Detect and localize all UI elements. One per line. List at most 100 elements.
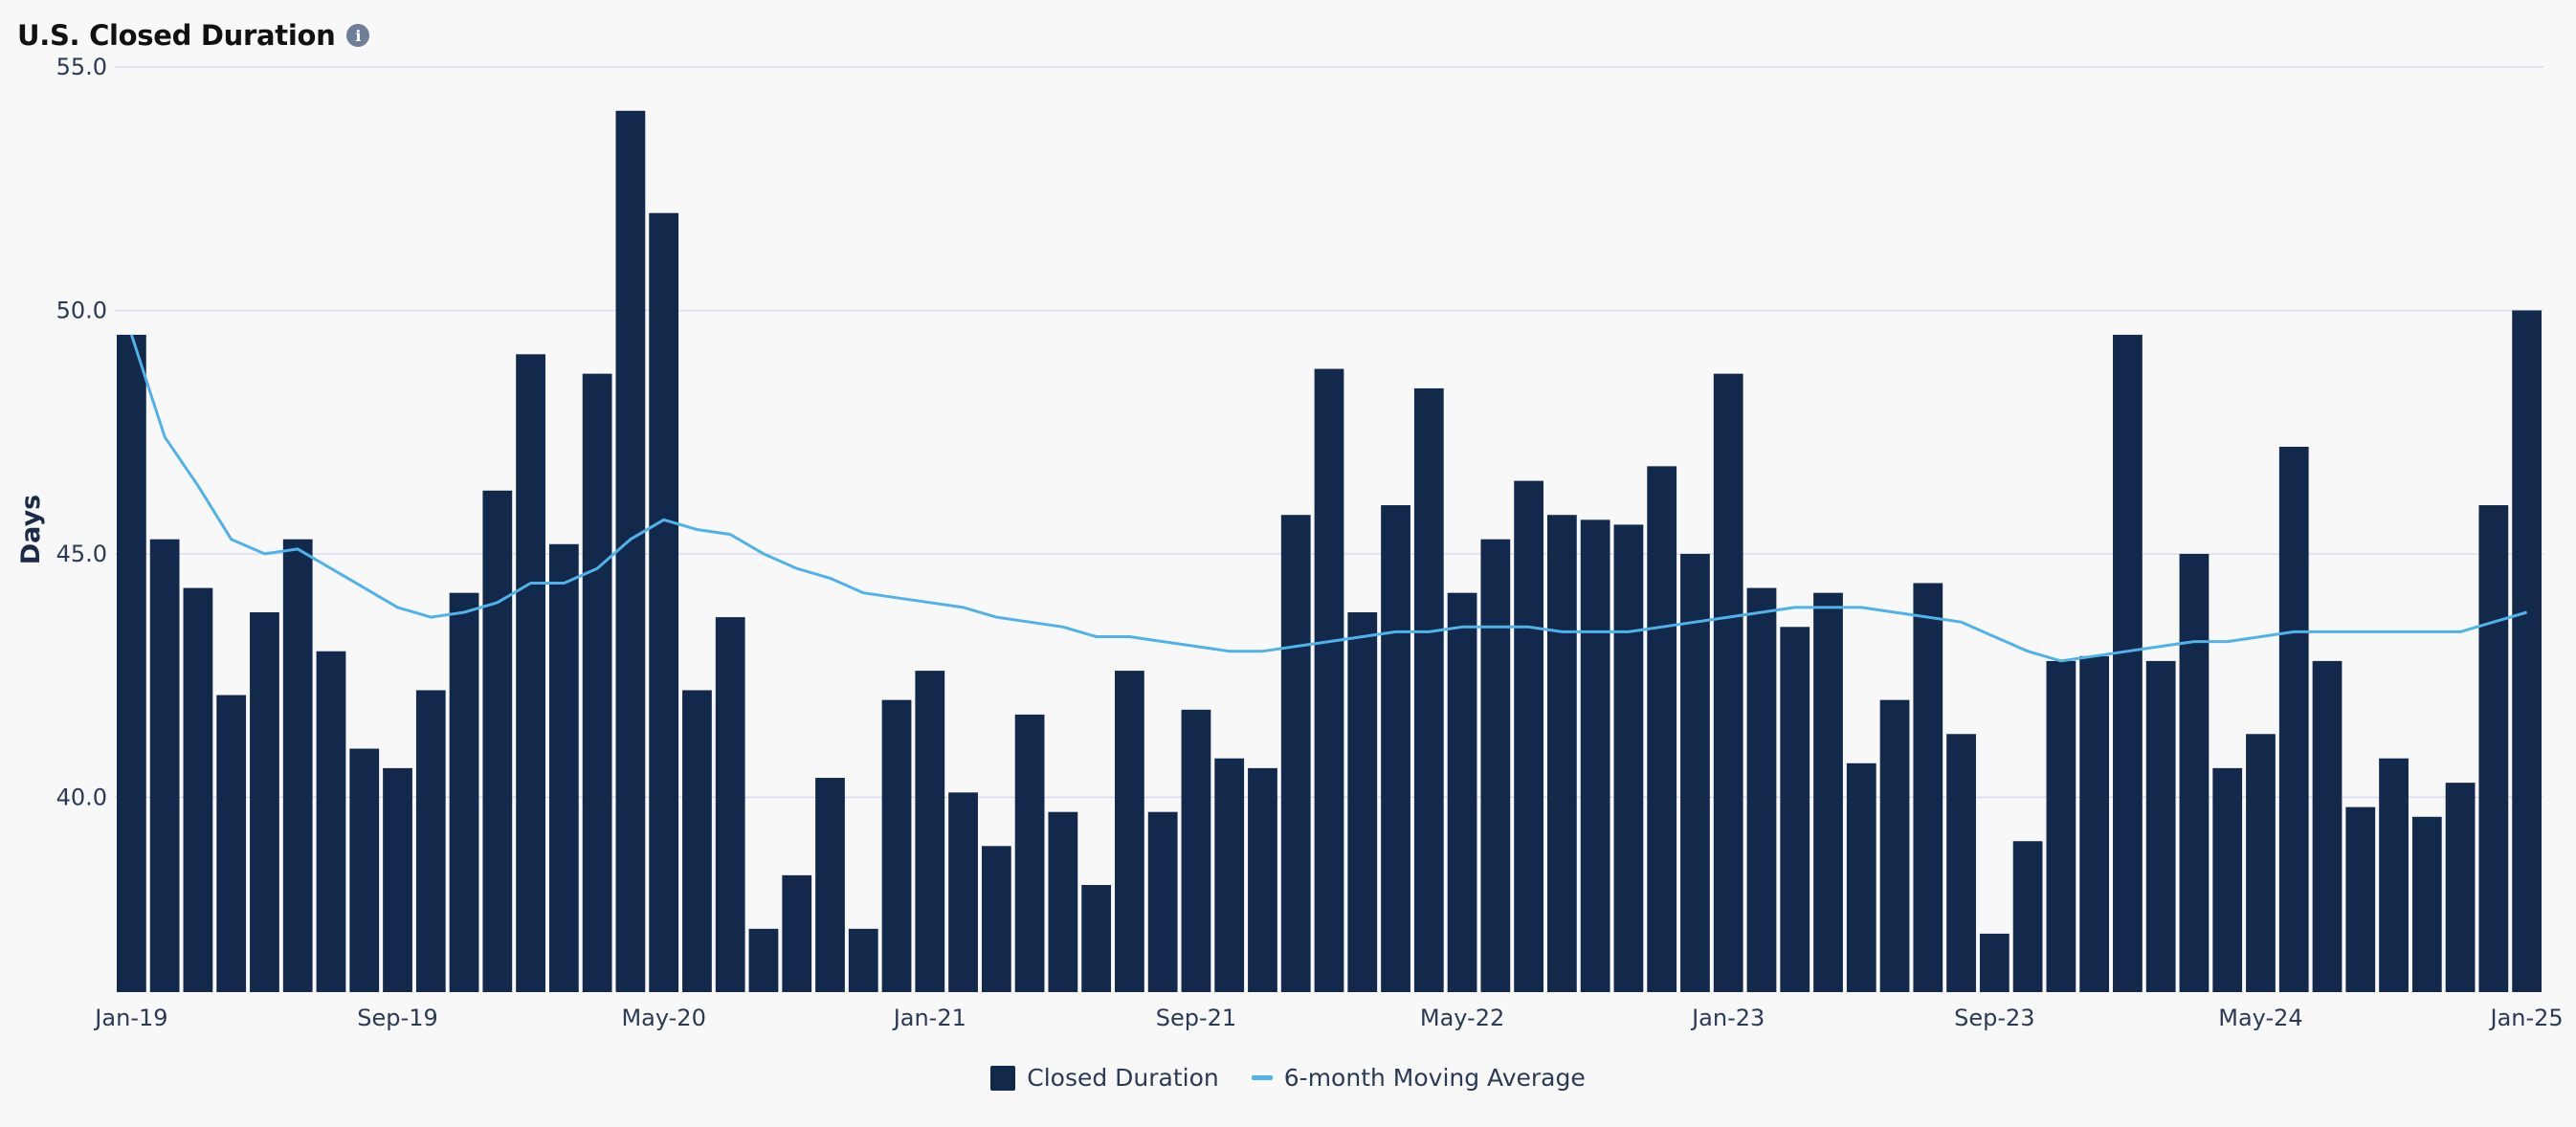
chart-title: U.S. Closed Duration [17,19,336,52]
bar-sep-20[interactable] [782,874,812,992]
bar-nov-23[interactable] [2046,660,2076,992]
bar-jun-21[interactable] [1081,885,1112,992]
y-tick-label: 50.0 [56,297,107,323]
bar-may-21[interactable] [1048,811,1078,992]
chart-area: 40.0 45.0 50.0 55.0 Days Jan-19 Sep-19 May-20 Ja… [16,54,2564,1031]
bar-jan-22[interactable] [1314,368,1344,992]
bar-feb-19[interactable] [149,539,180,992]
chart-header: U.S. Closed Duration i [17,19,370,52]
bar-feb-24[interactable] [2145,660,2176,992]
bar-nov-20[interactable] [848,928,878,992]
bar-apr-19[interactable] [216,695,247,992]
bar-jan-20[interactable] [516,354,545,993]
legend-swatch-bar [990,1065,1016,1091]
bar-feb-22[interactable] [1347,612,1378,992]
bar-dec-24[interactable] [2478,505,2509,992]
bar-nov-19[interactable] [449,592,479,992]
bar-sep-23[interactable] [1979,933,2010,992]
legend-item-moving-average[interactable]: 6-month Moving Average [1251,1064,1586,1092]
bar-aug-24[interactable] [2345,807,2376,992]
bar-jan-21[interactable] [915,671,945,992]
bar-mar-22[interactable] [1381,505,1410,992]
bar-dec-23[interactable] [2079,655,2110,992]
x-tick-label: May-24 [2218,1005,2302,1031]
info-icon[interactable]: i [346,24,370,47]
y-tick-label: 55.0 [56,54,107,80]
legend-label-closed-duration: Closed Duration [1027,1064,1219,1092]
bar-dec-20[interactable] [881,699,912,992]
y-axis-label: Days [16,495,46,564]
bar-dec-19[interactable] [482,490,513,992]
bar-jul-19[interactable] [316,651,346,992]
bar-dec-21[interactable] [1280,515,1311,992]
bar-dec-22[interactable] [1680,553,1710,992]
bar-jun-20[interactable] [682,690,712,992]
bar-jul-20[interactable] [715,617,745,992]
bar-may-19[interactable] [250,612,279,992]
x-tick-label: Sep-19 [357,1005,437,1031]
bar-aug-19[interactable] [349,748,380,992]
bar-mar-21[interactable] [981,846,1011,992]
x-tick-label: May-22 [1420,1005,1504,1031]
bar-nov-24[interactable] [2445,783,2476,992]
x-tick-label: Jan-23 [1690,1005,1765,1031]
bar-jun-23[interactable] [1879,699,1910,992]
bar-sep-19[interactable] [383,767,412,992]
bar-feb-20[interactable] [548,543,579,992]
bar-apr-21[interactable] [1014,714,1045,992]
bar-oct-24[interactable] [2411,816,2442,992]
chart-legend: Closed Duration 6-month Moving Average [0,1064,2576,1092]
bar-jun-24[interactable] [2278,446,2309,992]
x-tick-label: Sep-21 [1156,1005,1236,1031]
bar-sep-24[interactable] [2379,758,2409,992]
y-tick-label: 40.0 [56,784,107,810]
legend-swatch-line [1251,1075,1273,1080]
bar-jan-25[interactable] [2512,310,2542,992]
bar-mar-20[interactable] [582,373,612,992]
bar-aug-21[interactable] [1147,811,1178,992]
bar-jul-22[interactable] [1514,480,1543,993]
bar-mar-23[interactable] [1780,627,1810,992]
bar-oct-20[interactable] [815,778,845,992]
bar-nov-22[interactable] [1647,466,1677,992]
legend-label-moving-average: 6-month Moving Average [1283,1064,1586,1092]
bar-may-22[interactable] [1447,592,1477,992]
bar-jan-23[interactable] [1713,373,1743,992]
bar-nov-21[interactable] [1248,767,1277,992]
bar-oct-22[interactable] [1613,524,1644,992]
bar-jul-23[interactable] [1913,583,1943,992]
moving-average-line[interactable] [129,334,2528,663]
bar-mar-19[interactable] [183,587,213,992]
bar-aug-23[interactable] [1946,734,1976,992]
bar-apr-23[interactable] [1813,592,1843,992]
bar-oct-19[interactable] [415,690,446,992]
bar-aug-20[interactable] [748,928,779,992]
bar-jan-24[interactable] [2113,334,2143,993]
bar-apr-24[interactable] [2212,767,2243,992]
bar-oct-23[interactable] [2012,841,2043,992]
bar-may-20[interactable] [649,212,679,992]
bar-sep-22[interactable] [1580,519,1610,992]
bar-jan-19[interactable] [117,334,146,993]
bar-jun-22[interactable] [1480,539,1511,992]
x-tick-label: May-20 [621,1005,705,1031]
y-tick-label: 45.0 [56,541,107,567]
bar-mar-24[interactable] [2179,553,2210,992]
legend-item-closed-duration[interactable]: Closed Duration [990,1064,1219,1092]
x-tick-label: Jan-25 [2489,1005,2564,1031]
x-tick-label: Jan-19 [93,1005,167,1031]
bar-apr-22[interactable] [1413,387,1444,992]
x-tick-label: Jan-21 [892,1005,966,1031]
bar-may-24[interactable] [2246,734,2276,992]
bar-jul-21[interactable] [1115,671,1144,992]
bar-aug-22[interactable] [1546,515,1577,992]
bar-jun-19[interactable] [282,539,313,992]
bar-feb-21[interactable] [948,792,978,992]
bar-apr-20[interactable] [615,110,646,993]
bar-oct-21[interactable] [1214,758,1245,992]
bar-jul-24[interactable] [2312,660,2343,992]
bar-feb-23[interactable] [1746,587,1777,992]
x-tick-label: Sep-23 [1954,1005,2034,1031]
bar-may-23[interactable] [1846,762,1876,992]
bar-sep-21[interactable] [1181,709,1211,992]
